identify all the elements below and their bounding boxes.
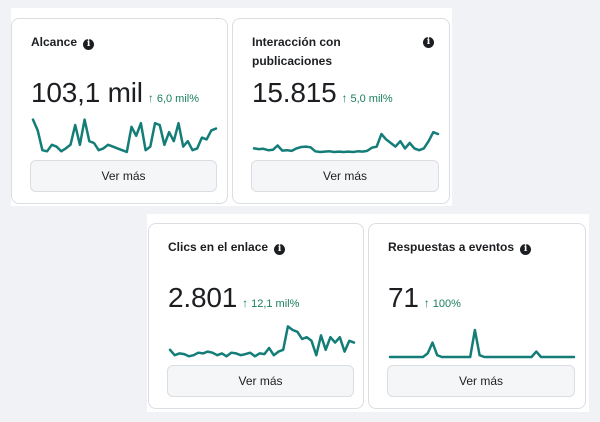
metric-change-value: 6,0 mil% xyxy=(156,93,200,105)
info-icon[interactable]: i xyxy=(274,244,286,255)
sparkline xyxy=(31,118,218,154)
arrow-up-icon: ↑ xyxy=(242,296,249,310)
metric: 15.815 ↑ 5,0 mil% xyxy=(252,77,393,109)
card-title: Respuestas a eventos i xyxy=(388,238,558,257)
metric-value: 15.815 xyxy=(252,77,337,108)
ver-mas-button[interactable]: Ver más xyxy=(251,160,439,192)
sparkline xyxy=(168,325,356,358)
card-clics: Clics en el enlace i 2.801 ↑ 12,1 mil% Ver… xyxy=(148,223,364,409)
ver-mas-button[interactable]: Ver más xyxy=(30,160,217,192)
sparkline-series xyxy=(252,130,440,154)
metric-change: ↑ 5,0 mil% xyxy=(341,91,392,105)
arrow-up-icon: ↑ xyxy=(147,91,154,105)
card-respuestas: Respuestas a eventos i 71 ↑ 100% Ver más xyxy=(368,223,586,409)
ver-mas-button[interactable]: Ver más xyxy=(387,365,575,397)
metric-change: ↑ 100% xyxy=(424,296,461,310)
sparkline xyxy=(252,130,440,154)
metric-change: ↑ 12,1 mil% xyxy=(242,296,299,310)
sparkline-series xyxy=(31,118,218,154)
info-icon[interactable]: i xyxy=(423,37,434,48)
metric-change: ↑ 6,0 mil% xyxy=(148,91,199,105)
metric-value: 2.801 xyxy=(168,282,238,313)
card-title-text: Interacción con publicaciones xyxy=(252,35,341,68)
metric: 71 ↑ 100% xyxy=(388,282,461,314)
sparkline-series xyxy=(388,328,576,359)
metric-change-value: 100% xyxy=(432,298,461,310)
sparkline-series xyxy=(168,325,356,358)
arrow-up-icon: ↑ xyxy=(423,296,430,310)
metric: 103,1 mil ↑ 6,0 mil% xyxy=(31,77,199,109)
card-alcance: Alcance i 103,1 mil ↑ 6,0 mil% Ver más xyxy=(11,18,228,204)
info-icon[interactable]: i xyxy=(520,244,532,255)
metric-value: 71 xyxy=(388,282,419,313)
card-interaccion: Interacción con publicaciones i 15.815 ↑… xyxy=(232,18,450,204)
ver-mas-button[interactable]: Ver más xyxy=(167,365,354,397)
sparkline xyxy=(388,328,576,359)
metric-change-value: 12,1 mil% xyxy=(251,298,300,310)
metric-change-value: 5,0 mil% xyxy=(350,93,393,105)
card-title: Interacción con publicaciones xyxy=(252,33,422,71)
metric-value: 103,1 mil xyxy=(31,77,143,108)
info-icon[interactable]: i xyxy=(83,39,95,50)
metric: 2.801 ↑ 12,1 mil% xyxy=(168,282,299,314)
arrow-up-icon: ↑ xyxy=(341,91,348,105)
card-title: Alcance i xyxy=(31,33,201,52)
card-title: Clics en el enlace i xyxy=(168,238,338,257)
card-title-text: Clics en el enlace xyxy=(168,240,269,254)
card-title-text: Respuestas a eventos xyxy=(388,240,515,254)
card-title-text: Alcance xyxy=(31,35,78,49)
